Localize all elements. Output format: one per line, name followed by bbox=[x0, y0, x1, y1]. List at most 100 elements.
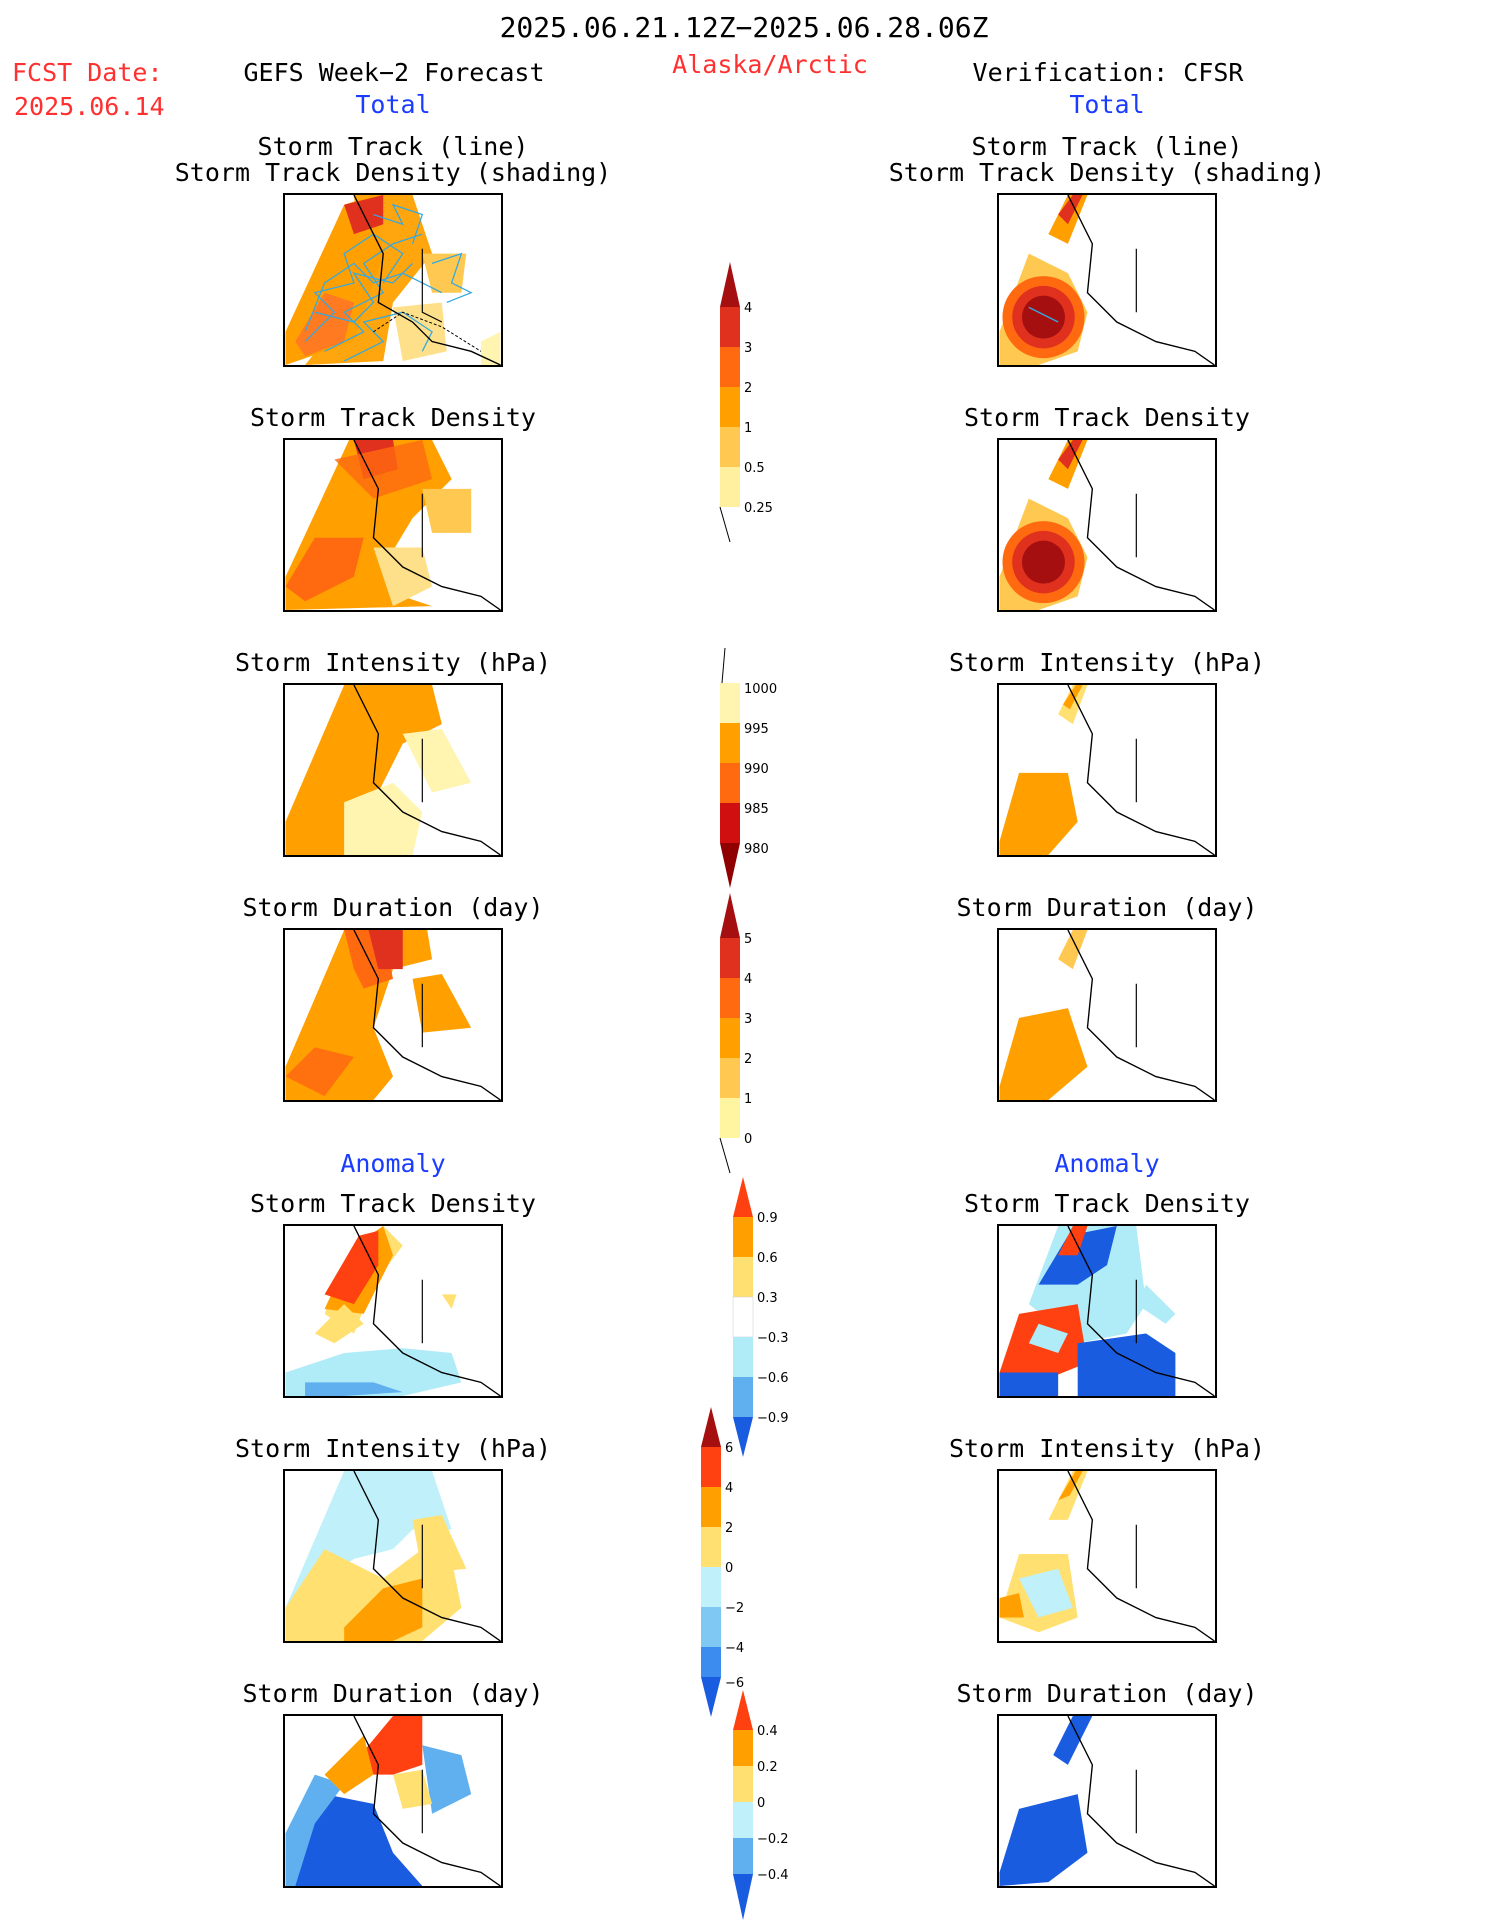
left-intensity-title: Storm Intensity (hPa) bbox=[234, 648, 552, 677]
anom-intensity-colorbar: 6 4 2 0 −2 −4 −6 bbox=[701, 1407, 781, 1721]
right-intensity-title: Storm Intensity (hPa) bbox=[948, 648, 1266, 677]
colorbar-tick: 0 bbox=[757, 1796, 765, 1811]
map-canvas bbox=[285, 1471, 501, 1641]
colorbar-tick: −4 bbox=[725, 1641, 744, 1656]
left-duration-map bbox=[283, 928, 503, 1102]
map-canvas bbox=[285, 440, 501, 610]
colorbar-tick: 980 bbox=[744, 842, 769, 857]
anom-intensity-colorbar-svg: 6 4 2 0 −2 −4 −6 bbox=[701, 1407, 744, 1717]
intensity-colorbar-svg: 1000 995 990 985 980 bbox=[720, 647, 777, 888]
colorbar-tick: 6 bbox=[725, 1441, 733, 1456]
left-duration-title: Storm Duration (day) bbox=[242, 893, 544, 922]
fcst-date-label: FCST Date: bbox=[12, 58, 163, 87]
right-anom-intensity-title: Storm Intensity (hPa) bbox=[948, 1434, 1266, 1463]
left-anom-duration-map bbox=[283, 1714, 503, 1888]
left-anom-intensity-title: Storm Intensity (hPa) bbox=[234, 1434, 552, 1463]
right-duration-title: Storm Duration (day) bbox=[956, 893, 1258, 922]
map-canvas bbox=[285, 195, 501, 365]
density-colorbar-svg: 4 3 2 1 0.5 0.25 bbox=[719, 262, 773, 543]
colorbar-tick: 4 bbox=[725, 1481, 733, 1496]
left-track-map bbox=[283, 193, 503, 367]
colorbar-tick: 1 bbox=[744, 1092, 752, 1107]
right-anom-duration-title: Storm Duration (day) bbox=[956, 1679, 1258, 1708]
left-anomaly-heading: Anomaly bbox=[340, 1149, 446, 1178]
left-track-line-title: Storm Track (line) bbox=[257, 132, 529, 161]
colorbar-tick: 995 bbox=[744, 722, 769, 737]
map-canvas bbox=[285, 930, 501, 1100]
map-canvas bbox=[285, 1716, 501, 1886]
colorbar-tick: 4 bbox=[744, 972, 752, 987]
colorbar-tick: 0.6 bbox=[757, 1251, 778, 1266]
anom-duration-colorbar: 0.4 0.2 0 −0.2 −0.4 bbox=[733, 1690, 813, 1924]
map-canvas bbox=[999, 685, 1215, 855]
right-anomaly-heading: Anomaly bbox=[1054, 1149, 1160, 1178]
left-density-title: Storm Track Density bbox=[250, 403, 536, 432]
colorbar-tick: 990 bbox=[744, 762, 769, 777]
right-track-line-title: Storm Track (line) bbox=[971, 132, 1243, 161]
right-duration-map bbox=[997, 928, 1217, 1102]
left-intensity-map bbox=[283, 683, 503, 857]
colorbar-tick: 2 bbox=[744, 1052, 752, 1067]
colorbar-tick: 1000 bbox=[744, 682, 777, 697]
map-canvas bbox=[999, 195, 1215, 365]
map-canvas bbox=[999, 440, 1215, 610]
colorbar-tick: 0 bbox=[744, 1132, 752, 1147]
region-label: Alaska/Arctic bbox=[672, 50, 868, 79]
colorbar-tick: −0.9 bbox=[757, 1411, 789, 1426]
right-density-title: Storm Track Density bbox=[964, 403, 1250, 432]
right-total-heading: Total bbox=[1069, 90, 1145, 119]
valid-period-title: 2025.06.21.12Z−2025.06.28.06Z bbox=[499, 11, 989, 44]
duration-colorbar: 5 4 3 2 1 0 bbox=[719, 893, 800, 1177]
left-anom-density-map bbox=[283, 1224, 503, 1398]
right-anom-duration-map bbox=[997, 1714, 1217, 1888]
right-density-map bbox=[997, 438, 1217, 612]
colorbar-tick: 0.3 bbox=[757, 1291, 778, 1306]
colorbar-tick: −0.2 bbox=[757, 1832, 789, 1847]
map-canvas bbox=[999, 1226, 1215, 1396]
colorbar-tick: 1 bbox=[744, 421, 752, 436]
right-anom-intensity-map bbox=[997, 1469, 1217, 1643]
left-anom-intensity-map bbox=[283, 1469, 503, 1643]
right-intensity-map bbox=[997, 683, 1217, 857]
right-track-map bbox=[997, 193, 1217, 367]
colorbar-tick: 985 bbox=[744, 802, 769, 817]
colorbar-tick: 0 bbox=[725, 1561, 733, 1576]
anom-density-colorbar-svg: 0.9 0.6 0.3 −0.3 −0.6 −0.9 bbox=[732, 1177, 789, 1457]
colorbar-tick: 0.25 bbox=[744, 501, 773, 516]
colorbar-tick: −0.3 bbox=[757, 1331, 789, 1346]
colorbar-tick: 0.5 bbox=[744, 461, 765, 476]
colorbar-tick: 2 bbox=[744, 381, 752, 396]
left-column-title: GEFS Week−2 Forecast bbox=[243, 58, 545, 87]
map-canvas bbox=[999, 1716, 1215, 1886]
left-anom-density-title: Storm Track Density bbox=[250, 1189, 536, 1218]
anom-duration-colorbar-svg: 0.4 0.2 0 −0.2 −0.4 bbox=[733, 1690, 789, 1920]
colorbar-tick: 5 bbox=[744, 932, 752, 947]
fcst-date-value: 2025.06.14 bbox=[14, 92, 165, 121]
colorbar-tick: 0.9 bbox=[757, 1211, 778, 1226]
map-canvas bbox=[999, 1471, 1215, 1641]
colorbar-tick: −6 bbox=[725, 1676, 744, 1691]
anom-density-colorbar: 0.9 0.6 0.3 −0.3 −0.6 −0.9 bbox=[732, 1177, 813, 1461]
colorbar-tick: 3 bbox=[744, 1012, 752, 1027]
colorbar-tick: 4 bbox=[744, 301, 752, 316]
colorbar-tick: 0.4 bbox=[757, 1724, 778, 1739]
left-total-heading: Total bbox=[355, 90, 431, 119]
colorbar-tick: −0.6 bbox=[757, 1371, 789, 1386]
right-anom-density-title: Storm Track Density bbox=[964, 1189, 1250, 1218]
colorbar-tick: 3 bbox=[744, 341, 752, 356]
intensity-colorbar: 1000 995 990 985 980 bbox=[720, 647, 800, 892]
duration-colorbar-svg: 5 4 3 2 1 0 bbox=[719, 893, 752, 1174]
density-colorbar: 4 3 2 1 0.5 0.25 bbox=[719, 262, 800, 546]
right-column-title: Verification: CFSR bbox=[972, 58, 1244, 87]
right-anom-density-map bbox=[997, 1224, 1217, 1398]
left-anom-duration-title: Storm Duration (day) bbox=[242, 1679, 544, 1708]
right-track-shading-title: Storm Track Density (shading) bbox=[888, 158, 1326, 187]
colorbar-tick: −2 bbox=[725, 1601, 744, 1616]
colorbar-tick: −0.4 bbox=[757, 1868, 789, 1883]
left-density-map bbox=[283, 438, 503, 612]
colorbar-tick: 2 bbox=[725, 1521, 733, 1536]
colorbar-tick: 0.2 bbox=[757, 1760, 778, 1775]
map-canvas bbox=[285, 1226, 501, 1396]
map-canvas bbox=[999, 930, 1215, 1100]
map-canvas bbox=[285, 685, 501, 855]
